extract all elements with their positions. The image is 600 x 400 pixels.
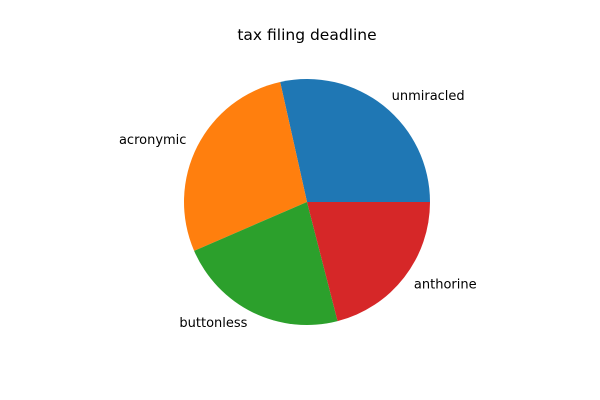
pie-slice-buttonless xyxy=(194,202,338,325)
chart-title: tax filing deadline xyxy=(237,26,376,44)
pie-slices xyxy=(184,78,430,325)
slice-label-unmiracled: unmiracled xyxy=(392,89,465,104)
slice-label-acronymic: acronymic xyxy=(119,133,186,148)
pie-slice-unmiracled xyxy=(280,78,430,202)
pie-slice-labels: unmiracled acronymic buttonless anthorine xyxy=(119,89,477,331)
pie-slice-acronymic xyxy=(184,81,307,251)
slice-label-anthorine: anthorine xyxy=(414,277,477,292)
slice-label-buttonless: buttonless xyxy=(179,316,247,331)
pie-slice-anthorine xyxy=(307,202,430,322)
